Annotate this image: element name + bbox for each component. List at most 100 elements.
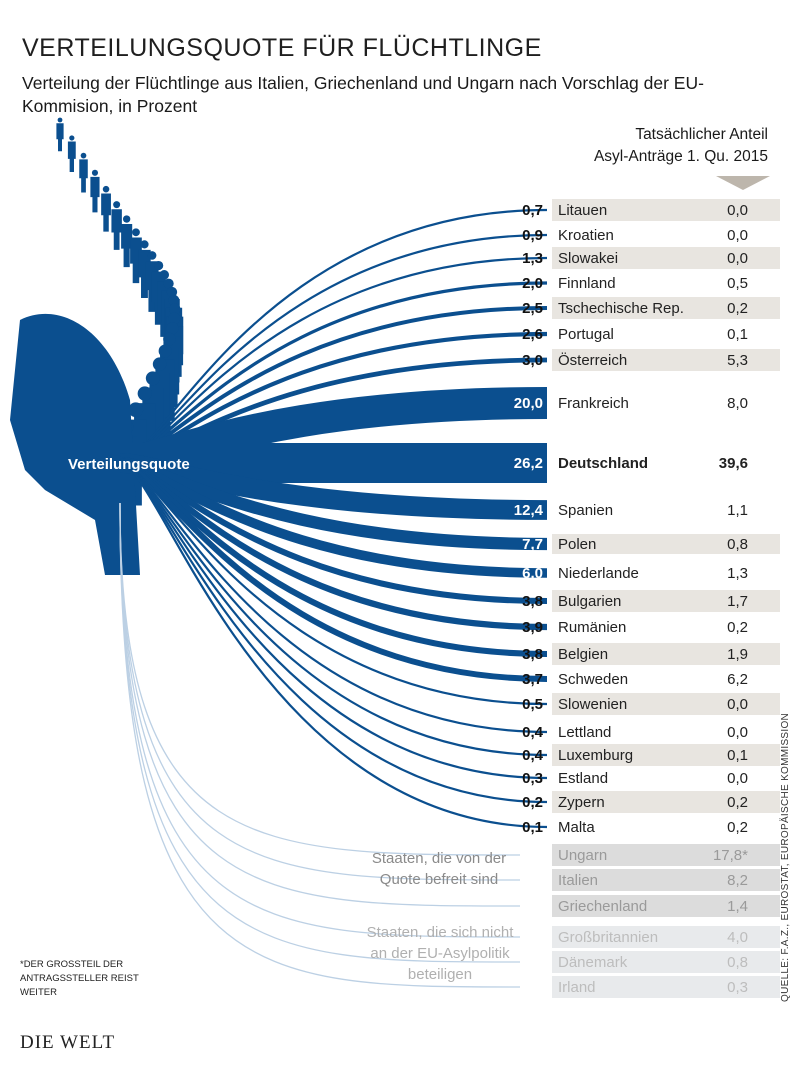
person-head [159,270,170,280]
country-label-slowakei: Slowakei [558,250,618,267]
row-stripe [552,534,780,554]
country-label-frankreich: Frankreich [558,395,629,412]
quota-value-zypern: 0,2 [522,794,543,811]
header-arrow [716,176,770,190]
optout-states-note: Staaten, die sich nicht an der EU-Asylpo… [366,924,514,983]
actual-share-rumänien: 0,2 [727,619,748,636]
excluded-row-bg [552,844,780,866]
person-head [128,402,144,418]
fan-line-malta [119,461,548,829]
quota-value-lettland: 0,4 [522,724,544,741]
quota-value-spanien: 12,4 [514,502,544,519]
source-note: QUELLE: F.A.Z., EUROSTAT, EUROPÄISCHE KO… [780,712,791,1002]
excluded-row-bg [552,951,780,973]
quota-value-luxemburg: 0,4 [522,747,544,764]
row-stripe [552,349,780,371]
person-head [102,185,110,193]
person-head [69,135,75,141]
exempt-states-note: Staaten, die von der Quote befreit sind [371,850,507,888]
fan-line-excluded [119,502,521,988]
person-body [101,193,111,232]
quota-value-slowakei: 1,3 [522,250,543,267]
actual-share-zypern: 0,2 [727,794,748,811]
country-label-großbritannien: Großbritannien [558,929,658,946]
person-head [91,169,99,176]
person-body [111,209,122,250]
country-label-estland: Estland [558,770,608,787]
quota-value-estland: 0,3 [522,770,543,787]
country-label-luxemburg: Luxemburg [558,747,633,764]
actual-share-portugal: 0,1 [727,326,748,343]
person-icon [90,169,100,213]
actual-share-slowenien: 0,0 [727,696,748,713]
quota-value-frankreich: 20,0 [514,395,543,412]
person-body [56,123,64,152]
country-label-malta: Malta [558,819,595,836]
person-head [158,344,172,358]
country-label-niederlande: Niederlande [558,565,639,582]
actual-share-dänemark: 0,8 [727,954,748,971]
actual-share-polen: 0,8 [727,536,748,553]
country-label-polen: Polen [558,536,596,553]
fan-line-excluded [119,502,521,856]
country-label-lettland: Lettland [558,724,611,741]
person-body [67,141,76,172]
person-head [113,201,121,209]
country-label-italien: Italien [558,872,598,889]
quota-value-österreich: 3,0 [522,352,543,369]
country-label-deutschland: Deutschland [558,455,648,472]
distribution-quota-label: Verteilungsquote [68,456,190,473]
person-head [168,295,180,306]
quota-value-malta: 0,1 [522,819,543,836]
quota-value-schweden: 3,7 [522,671,543,688]
actual-share-ungarn: 17,8* [713,847,748,864]
actual-share-italien: 8,2 [727,872,748,889]
footnote-text: *Der Großteil der Antragssteller reist w… [20,959,139,998]
country-label-finnland: Finnland [558,275,616,292]
fan-line-excluded [119,502,521,907]
country-label-litauen: Litauen [558,202,607,219]
country-label-griechenland: Griechenland [558,898,647,915]
excluded-row-bg [552,976,780,998]
country-label-österreich: Österreich [558,351,627,369]
country-label-kroatien: Kroatien [558,227,614,244]
country-label-ungarn: Ungarn [558,847,607,864]
person-icon [79,152,88,193]
person-head [152,357,167,371]
person-head [154,260,164,271]
row-stripe [552,590,780,612]
quota-value-slowenien: 0,5 [522,696,543,713]
actual-share-österreich: 5,3 [727,352,748,369]
person-head [132,228,140,237]
actual-share-schweden: 6,2 [727,671,748,688]
person-head [163,278,174,289]
publisher-logo: DIE WELT [20,1032,116,1053]
quota-value-tschechische-rep: 2,5 [522,300,543,317]
excluded-row-bg [552,926,780,948]
person-head [147,251,157,260]
actual-share-frankreich: 8,0 [727,395,748,412]
actual-share-irland: 0,3 [727,979,748,996]
row-stripe [552,247,780,269]
country-label-slowenien: Slowenien [558,696,627,713]
actual-share-header-line2: Asyl-Anträge 1. Qu. 2015 [593,148,768,165]
quota-value-kroatien: 0,9 [522,227,543,244]
country-label-bulgarien: Bulgarien [558,593,621,610]
person-body [90,176,100,213]
country-label-irland: Irland [558,979,596,996]
actual-share-tschechische-rep: 0,2 [727,300,748,317]
row-stripe [552,643,780,665]
footnote: *Der Großteil der Antragssteller reist w… [20,958,170,1000]
fan-line-excluded [119,502,521,881]
person-body [121,223,133,268]
actual-share-luxemburg: 0,1 [727,747,748,764]
person-head [137,386,152,401]
actual-share-deutschland: 39,6 [719,455,748,472]
quota-value-portugal: 2,6 [522,326,543,343]
person-icon [67,135,76,172]
excluded-row-bg [552,869,780,891]
country-label-tschechische-rep: Tschechische Rep. [558,300,684,317]
row-stripe [552,297,780,319]
person-body [79,159,88,193]
